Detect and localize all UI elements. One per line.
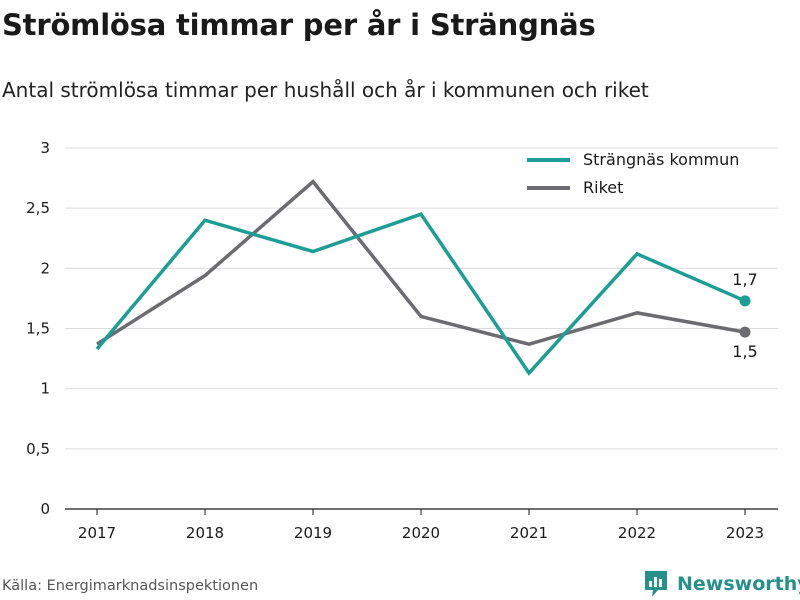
y-tick-label: 2,5 xyxy=(26,199,50,217)
series-line-strangnas xyxy=(95,212,746,376)
x-tick-label: 2020 xyxy=(402,524,440,542)
x-tick-label: 2019 xyxy=(294,524,332,542)
end-point-marker xyxy=(739,295,751,307)
y-tick-label: 3 xyxy=(40,139,50,157)
newsworthy-logo-icon xyxy=(645,571,667,597)
chart-title: Strömlösa timmar per år i Strängnäs xyxy=(2,8,596,42)
y-tick-label: 0 xyxy=(40,500,50,518)
y-tick-label: 1 xyxy=(40,380,50,398)
legend-label: Strängnäs kommun xyxy=(583,150,739,169)
source-note: Källa: Energimarknadsinspektionen xyxy=(2,578,259,594)
x-tick-label: 2018 xyxy=(186,524,224,542)
x-tick-label: 2021 xyxy=(510,524,548,542)
chart-subtitle: Antal strömlösa timmar per hushåll och å… xyxy=(2,78,649,102)
end-value-label: 1,5 xyxy=(732,342,757,361)
legend-label: Riket xyxy=(583,178,623,197)
brand-name: Newsworthy xyxy=(677,573,800,595)
x-tick-label: 2022 xyxy=(618,524,656,542)
end-point-marker xyxy=(739,326,751,338)
end-value-label: 1,7 xyxy=(732,270,757,289)
x-tick-label: 2023 xyxy=(726,524,764,542)
series-line-riket xyxy=(96,179,746,346)
brand-logo: Newsworthy xyxy=(643,568,800,600)
y-tick-label: 1,5 xyxy=(26,320,50,338)
y-tick-label: 0,5 xyxy=(26,440,50,458)
y-tick-label: 2 xyxy=(40,259,50,277)
x-tick-label: 2017 xyxy=(78,524,116,542)
